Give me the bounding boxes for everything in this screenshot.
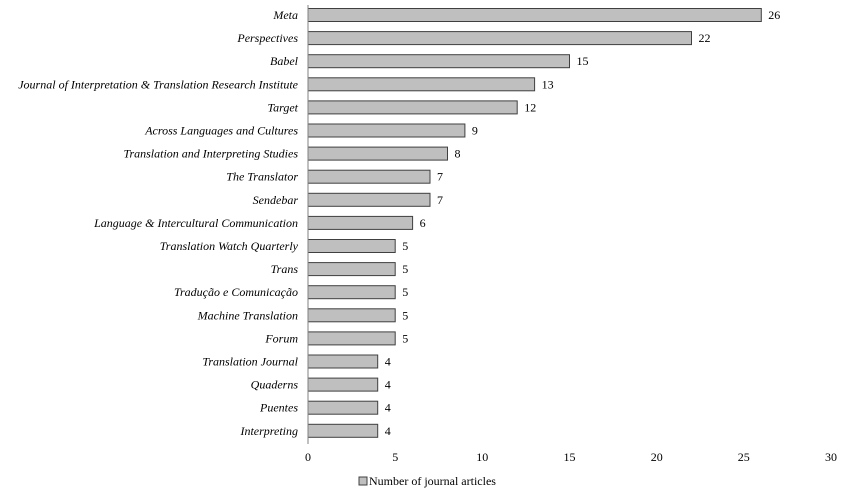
data-label: 5: [402, 285, 408, 299]
data-label: 4: [385, 424, 391, 438]
x-tick-label: 0: [305, 450, 311, 464]
data-label: 22: [699, 31, 711, 45]
category-label: Translation and Interpreting Studies: [123, 147, 298, 161]
category-label: Meta: [272, 8, 298, 22]
x-tick-label: 25: [738, 450, 750, 464]
x-tick-label: 10: [476, 450, 488, 464]
category-label: Translation Watch Quarterly: [160, 239, 299, 253]
bar: [307, 262, 396, 277]
bar: [307, 400, 379, 415]
category-label: Perspectives: [236, 31, 298, 45]
data-label: 4: [385, 378, 391, 392]
data-label: 26: [768, 8, 780, 22]
bar: [307, 31, 692, 46]
category-label: Forum: [264, 331, 298, 345]
bar: [307, 377, 379, 392]
bar: [307, 423, 379, 438]
category-label: Target: [268, 100, 299, 114]
data-label: 7: [437, 170, 443, 184]
data-label: 13: [542, 77, 554, 91]
bar: [307, 192, 431, 207]
category-label: Puentes: [259, 401, 298, 415]
bar: [307, 123, 466, 138]
data-label: 12: [524, 100, 536, 114]
data-label: 7: [437, 193, 443, 207]
x-tick-label: 5: [392, 450, 398, 464]
bar: [307, 169, 431, 184]
data-label: 4: [385, 355, 391, 369]
data-label: 5: [402, 262, 408, 276]
bar: [307, 54, 570, 69]
bar: [307, 146, 448, 161]
data-label: 5: [402, 331, 408, 345]
bar: [307, 77, 536, 92]
category-labels-group: Meta Perspectives Babel Journal of Interpre…: [18, 8, 298, 438]
category-label: Babel: [270, 54, 299, 68]
data-label: 5: [402, 239, 408, 253]
category-label: Quaderns: [251, 378, 299, 392]
bar: [307, 215, 414, 230]
category-label: Translation Journal: [202, 355, 298, 369]
bars-group: [307, 8, 762, 438]
x-axis-ticks-group: 0 5 10 15 20 25 30: [305, 450, 837, 464]
legend-swatch: [358, 476, 368, 486]
data-label: 6: [420, 216, 426, 230]
category-label: Sendebar: [253, 193, 299, 207]
bar: [307, 8, 762, 22]
bar: [307, 331, 396, 346]
bar: [307, 308, 396, 323]
bar: [307, 285, 396, 300]
category-label: Journal of Interpretation & Translation …: [18, 77, 298, 91]
x-tick-label: 20: [651, 450, 663, 464]
bar: [307, 100, 518, 115]
bar: [307, 354, 379, 369]
bar: [307, 239, 396, 253]
category-label: Language & Intercultural Communication: [93, 216, 298, 230]
category-label: Tradução e Comunicação: [174, 285, 298, 299]
category-label: Machine Translation: [197, 308, 298, 322]
data-label: 8: [455, 147, 461, 161]
data-label: 9: [472, 124, 478, 138]
data-label: 5: [402, 308, 408, 322]
legend: Number of journal articles: [358, 474, 496, 488]
category-label: Interpreting: [239, 424, 298, 438]
category-label: Across Languages and Cultures: [144, 124, 298, 138]
data-label: 4: [385, 401, 391, 415]
legend-label: Number of journal articles: [369, 474, 496, 488]
x-tick-label: 15: [564, 450, 576, 464]
data-label: 15: [577, 54, 589, 68]
x-tick-label: 30: [825, 450, 837, 464]
category-label: The Translator: [226, 170, 298, 184]
category-label: Trans: [271, 262, 299, 276]
